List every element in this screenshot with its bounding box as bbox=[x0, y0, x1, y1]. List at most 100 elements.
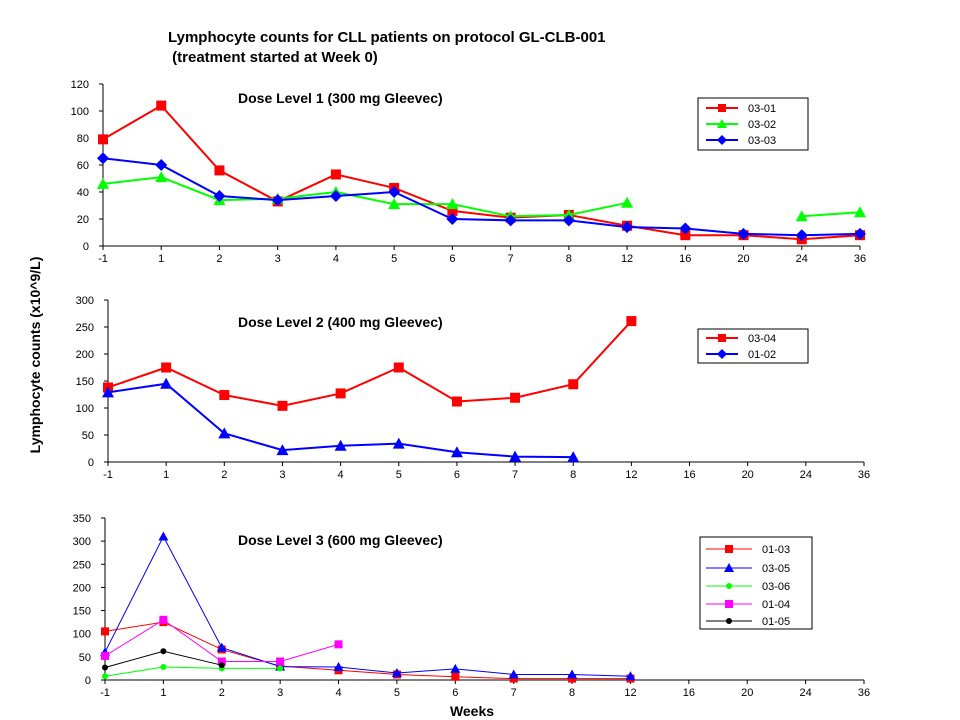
x-tick-label: 4 bbox=[338, 469, 344, 481]
data-point bbox=[102, 664, 108, 671]
data-point bbox=[97, 177, 109, 189]
x-tick-label: 20 bbox=[742, 469, 754, 481]
data-point bbox=[102, 673, 108, 680]
data-point bbox=[795, 210, 808, 222]
x-tick-label: 2 bbox=[221, 469, 227, 481]
legend-marker bbox=[717, 119, 727, 128]
legend-box bbox=[699, 536, 813, 630]
series-line bbox=[102, 157, 861, 237]
data-point bbox=[446, 198, 459, 210]
data-point bbox=[621, 196, 634, 208]
data-point bbox=[155, 171, 168, 183]
chart-title-line2: (treatment started at Week 0) bbox=[168, 49, 378, 66]
data-point bbox=[160, 664, 167, 671]
y-tick-label: 100 bbox=[76, 403, 94, 415]
data-point bbox=[216, 642, 227, 652]
series-01-04 bbox=[101, 615, 343, 666]
data-point bbox=[271, 194, 284, 207]
x-tick-label: 36 bbox=[858, 469, 870, 481]
x-tick-label: 36 bbox=[858, 687, 870, 699]
data-point bbox=[277, 400, 288, 411]
x-tick-label: 24 bbox=[796, 253, 808, 265]
legend-marker bbox=[725, 545, 733, 553]
data-point bbox=[450, 663, 461, 673]
panel-title: Dose Level 2 (400 mg Gleevec) bbox=[238, 314, 443, 330]
x-tick-label: 24 bbox=[799, 687, 811, 699]
x-tick-label: 6 bbox=[452, 687, 458, 699]
series-line bbox=[107, 320, 633, 407]
legend-label: 03-02 bbox=[748, 119, 776, 131]
data-point bbox=[567, 669, 578, 679]
legend-marker bbox=[717, 349, 727, 359]
data-point bbox=[854, 206, 866, 218]
data-point bbox=[679, 222, 692, 235]
legend-marker bbox=[718, 334, 726, 342]
legend: 03-04 01-02 bbox=[697, 328, 809, 364]
series-line bbox=[801, 211, 861, 218]
x-tick-label: 2 bbox=[216, 253, 222, 265]
data-point bbox=[388, 198, 401, 210]
data-point bbox=[98, 134, 108, 145]
data-point bbox=[625, 671, 636, 681]
y-tick-label: 0 bbox=[85, 675, 91, 687]
data-point bbox=[795, 229, 808, 242]
x-tick-label: 16 bbox=[683, 687, 695, 699]
data-point bbox=[621, 221, 634, 234]
legend-marker bbox=[724, 563, 734, 572]
data-point bbox=[509, 450, 522, 462]
x-tick-label: 1 bbox=[158, 253, 164, 265]
y-tick-label: 200 bbox=[73, 582, 91, 594]
x-tick-label: 20 bbox=[737, 253, 749, 265]
data-point bbox=[334, 439, 347, 451]
y-tick-label: 150 bbox=[73, 606, 91, 618]
legend: 01-03 03-05 03-06 01-04 01-05 bbox=[699, 536, 813, 630]
data-point bbox=[450, 446, 463, 458]
data-point bbox=[102, 386, 114, 398]
y-tick-label: 350 bbox=[73, 513, 91, 525]
x-tick-label: 3 bbox=[279, 469, 285, 481]
data-point bbox=[451, 396, 462, 407]
data-point bbox=[446, 213, 459, 225]
data-point bbox=[508, 669, 519, 679]
data-point bbox=[277, 665, 284, 672]
x-tick-label: 1 bbox=[160, 687, 166, 699]
data-point bbox=[568, 674, 577, 683]
data-point bbox=[158, 531, 169, 541]
legend-marker bbox=[718, 104, 726, 112]
y-tick-label: 80 bbox=[77, 133, 89, 145]
x-tick-label: 4 bbox=[333, 253, 339, 265]
data-point bbox=[391, 668, 402, 678]
y-axis-title: Lymphocyte counts (x10^9/L) bbox=[27, 257, 43, 454]
x-tick-label: 7 bbox=[511, 687, 517, 699]
x-tick-label: 16 bbox=[679, 253, 691, 265]
data-point bbox=[97, 152, 109, 165]
y-tick-label: 200 bbox=[76, 349, 94, 361]
legend-label: 03-03 bbox=[748, 135, 776, 147]
x-tick-label: 1 bbox=[163, 469, 169, 481]
legend-label: 03-01 bbox=[748, 103, 776, 115]
data-point bbox=[854, 227, 866, 240]
data-point bbox=[101, 651, 109, 660]
x-tick-label: 36 bbox=[854, 253, 866, 265]
x-tick-label: 8 bbox=[566, 253, 572, 265]
x-tick-label: -1 bbox=[100, 687, 110, 699]
data-point bbox=[160, 377, 173, 389]
x-tick-label: 8 bbox=[570, 469, 576, 481]
data-point bbox=[568, 379, 579, 390]
y-tick-label: 20 bbox=[77, 214, 89, 226]
y-tick-label: 50 bbox=[82, 430, 94, 442]
legend-box bbox=[697, 97, 809, 151]
y-tick-label: 0 bbox=[88, 457, 94, 469]
data-point bbox=[626, 316, 637, 327]
x-tick-label: 5 bbox=[391, 253, 397, 265]
data-point bbox=[737, 227, 750, 240]
x-tick-label: 12 bbox=[625, 469, 637, 481]
series-03-05 bbox=[100, 531, 636, 681]
data-point bbox=[567, 451, 580, 463]
legend-label: 03-06 bbox=[762, 581, 790, 593]
legend-marker bbox=[717, 135, 727, 145]
